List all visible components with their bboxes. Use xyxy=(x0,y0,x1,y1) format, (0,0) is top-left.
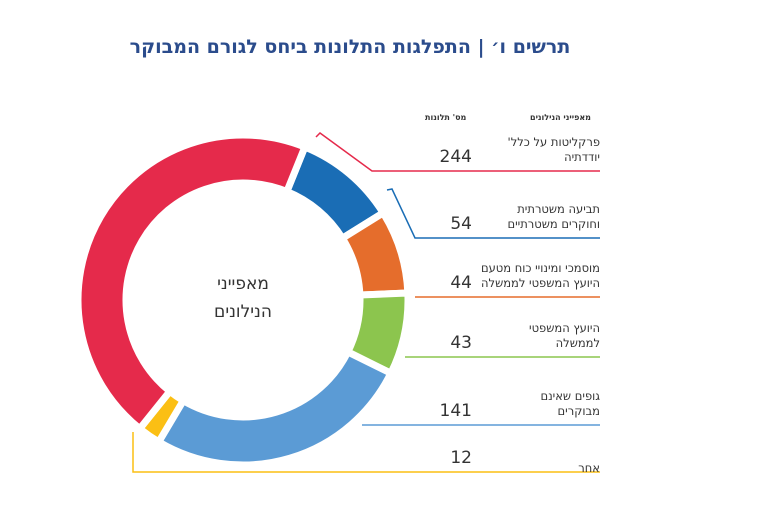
legend-label: אחר xyxy=(450,461,600,476)
legend-label-line: יודדתיה xyxy=(564,150,600,164)
legend-label-line: מוסמכי ומינויי כוח מטעם xyxy=(480,261,600,275)
legend-label: גופים שאינם מבוקרים xyxy=(450,389,600,419)
donut-segment xyxy=(74,131,310,434)
leader-line xyxy=(315,132,600,172)
legend-label-line: היועץ המשפטי xyxy=(529,321,600,335)
legend-label-line: פרקליטות על כלל' xyxy=(507,135,600,149)
legend-label: מוסמכי ומינויי כוח מטעם היועץ המשפטי לממש… xyxy=(450,261,600,291)
legend-label-line: תביעה משטרתית xyxy=(517,202,600,216)
data-label: 141 xyxy=(439,401,472,421)
legend-label-line: היועץ המשפטי לממשלה xyxy=(481,276,600,290)
data-label: 12 xyxy=(450,448,472,468)
chart-title: תרשים ו׳ | התפלגות התלונות ביחס לגורם המ… xyxy=(129,36,571,58)
center-label-line: מאפייני xyxy=(217,274,269,294)
center-label-line: הנילונים xyxy=(214,302,272,322)
center-label: מאפייני הנילונים xyxy=(183,270,303,326)
leader-line xyxy=(386,188,600,239)
category-column-header: מאפייני הנילונים xyxy=(530,113,591,122)
legend-label-line: לממשלה xyxy=(555,336,600,350)
legend-label: היועץ המשפטי לממשלה xyxy=(450,321,600,351)
legend-label-line: גופים שאינם xyxy=(540,389,600,403)
data-label: 43 xyxy=(450,333,472,353)
data-label: 54 xyxy=(450,214,472,234)
legend-label-line: אחר xyxy=(578,461,600,475)
value-column-header: מס' תלונות xyxy=(425,113,467,122)
donut-segment xyxy=(153,347,396,469)
legend-label: תביעה משטרתית וחוקרים משטרתיים xyxy=(450,202,600,232)
data-label: 244 xyxy=(439,147,472,167)
leader-line xyxy=(132,432,600,473)
data-label: 44 xyxy=(450,273,472,293)
legend-label-line: מבוקרים xyxy=(557,404,600,418)
legend-label-line: וחוקרים משטרתיים xyxy=(507,217,600,231)
legend-label: פרקליטות על כלל' יודדתיה xyxy=(450,135,600,165)
